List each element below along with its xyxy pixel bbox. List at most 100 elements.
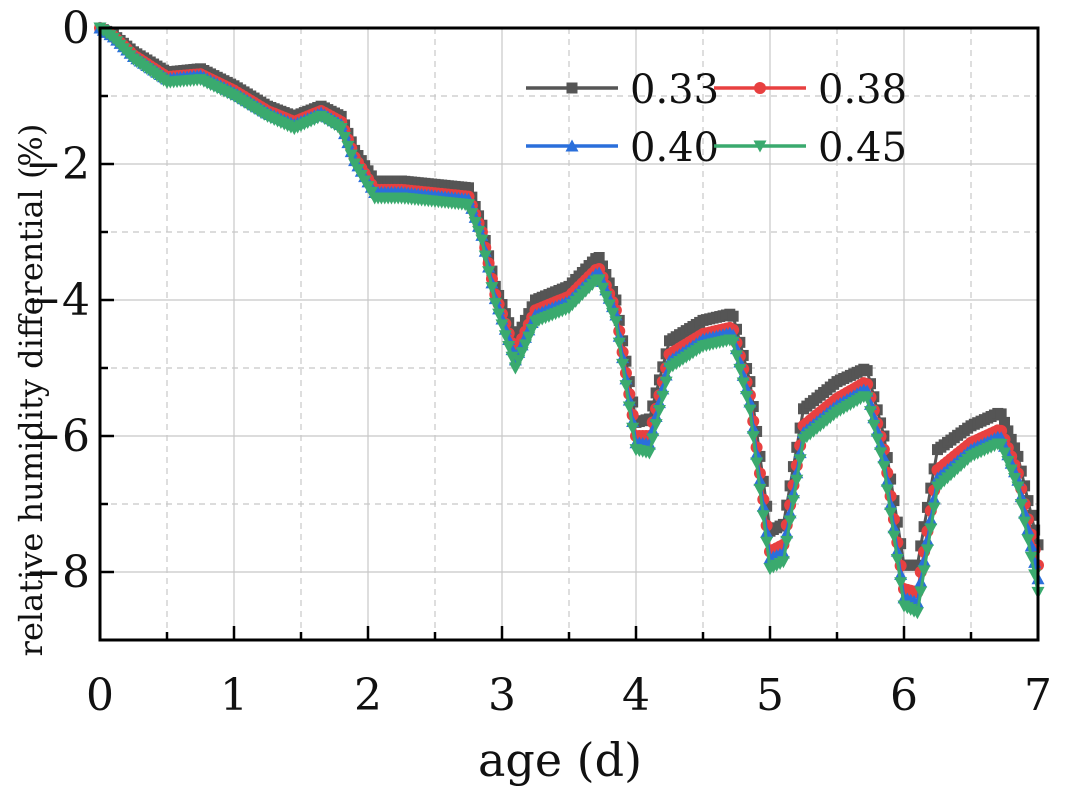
data-point (884, 507, 898, 520)
data-point (485, 282, 499, 295)
data-point (465, 208, 479, 221)
data-point (750, 457, 764, 470)
data-point (867, 419, 881, 432)
legend-item-0.33: 0.33 (526, 67, 719, 113)
data-point (740, 391, 754, 404)
y-tick-label: −6 (25, 411, 90, 462)
data-point (616, 358, 630, 371)
data-point (786, 495, 800, 508)
data-point (914, 586, 928, 599)
data-point (344, 149, 358, 162)
data-point (462, 199, 475, 212)
x-tick-label: 7 (1024, 670, 1052, 721)
data-point (780, 535, 794, 548)
x-tick-label: 2 (354, 670, 382, 721)
grid-lines (100, 28, 1038, 640)
legend-label: 0.45 (818, 125, 907, 171)
data-point (596, 282, 609, 295)
x-tick-label: 3 (488, 670, 516, 721)
legend: 0.33 0.38 0.40 0.45 (526, 67, 907, 171)
data-point (743, 395, 757, 408)
data-point (877, 451, 891, 464)
data-point (736, 377, 750, 390)
data-point (612, 337, 626, 350)
data-point (756, 510, 770, 523)
x-axis-title: age (d) (478, 733, 642, 787)
series-layer (93, 21, 1045, 620)
data-point (924, 523, 938, 536)
data-point (776, 546, 790, 559)
data-point (860, 392, 874, 405)
data-point (646, 433, 660, 446)
data-point (626, 422, 640, 435)
legend-label: 0.40 (630, 125, 719, 171)
data-point (870, 424, 884, 437)
data-point (874, 447, 888, 460)
data-point (646, 423, 660, 436)
tick-labels: 0 1 2 3 4 5 6 7 0 −2 −4 −6 −8 (25, 3, 1052, 721)
data-point (341, 140, 355, 153)
data-point (874, 437, 888, 450)
legend-swatch-marker (754, 82, 766, 94)
data-point (927, 502, 941, 515)
data-point (861, 365, 873, 377)
data-point (609, 316, 623, 329)
data-point (659, 376, 673, 389)
x-tick-label: 4 (622, 670, 650, 721)
data-point (917, 565, 931, 578)
legend-item-0.38: 0.38 (714, 67, 907, 113)
data-point (726, 336, 740, 349)
data-point (790, 474, 804, 487)
data-point (1002, 425, 1014, 437)
data-point (606, 307, 620, 320)
data-point (880, 484, 894, 497)
data-point (1024, 551, 1038, 564)
data-point (870, 433, 884, 446)
data-point (999, 416, 1010, 428)
data-point (1009, 442, 1021, 454)
data-point (478, 250, 492, 263)
data-point (334, 123, 348, 136)
data-point (1004, 464, 1018, 477)
data-point (783, 515, 797, 528)
data-point (924, 513, 938, 526)
legend-label: 0.38 (818, 67, 907, 113)
data-point (495, 319, 509, 332)
data-point (505, 351, 519, 364)
data-point (475, 234, 489, 247)
legend-item-0.40: 0.40 (526, 125, 719, 171)
data-point (743, 404, 757, 417)
data-point (920, 544, 934, 557)
data-point (649, 419, 663, 432)
legend-swatch-marker (753, 140, 767, 153)
data-point (1005, 433, 1017, 445)
data-point (887, 530, 901, 543)
data-point (498, 330, 512, 343)
data-point (593, 252, 605, 263)
data-point (927, 492, 941, 505)
data-point (994, 439, 1008, 451)
legend-label: 0.33 (630, 67, 719, 113)
data-point (776, 556, 790, 569)
data-point (468, 216, 482, 229)
data-point (760, 536, 774, 549)
series-0.45 (93, 22, 1045, 620)
data-point (482, 266, 496, 279)
axes (98, 26, 1040, 642)
legend-item-0.45: 0.45 (714, 125, 907, 171)
y-axis-title: relative humidity differential (%) (12, 124, 50, 657)
x-tick-label: 0 (86, 670, 114, 721)
data-point (642, 447, 656, 460)
data-point (877, 461, 891, 474)
legend-swatch-marker (565, 139, 579, 152)
data-point (622, 401, 636, 414)
data-point (1008, 473, 1022, 485)
data-point (1014, 499, 1028, 512)
data-point (746, 431, 760, 444)
x-tick-label: 5 (756, 670, 784, 721)
data-point (649, 410, 663, 423)
data-point (599, 291, 613, 304)
data-point (894, 577, 908, 590)
data-point (652, 405, 666, 417)
data-point (1021, 523, 1035, 535)
